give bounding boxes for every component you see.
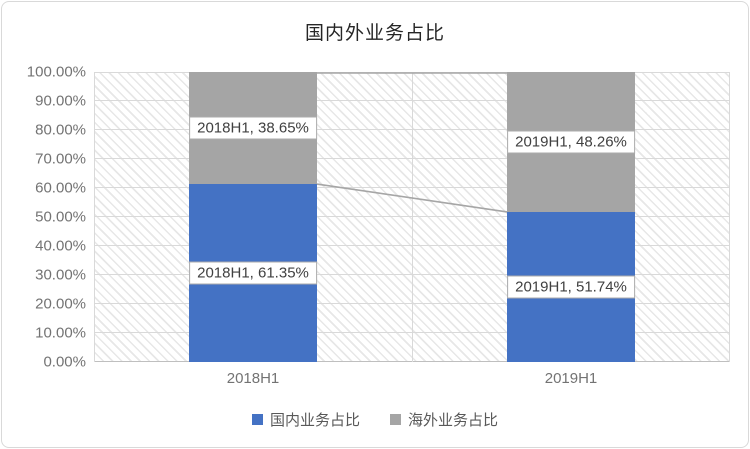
y-axis-tick-label: 40.00%: [35, 237, 86, 255]
data-label-domestic-2018h1: 2018H1, 61.35%: [189, 261, 317, 285]
y-axis-tick-label: 90.00%: [35, 92, 86, 110]
y-axis-tick-label: 100.00%: [26, 63, 86, 81]
data-label-domestic-2019h1: 2019H1, 51.74%: [507, 275, 635, 299]
legend-label: 国内业务占比: [269, 412, 360, 429]
legend-swatch-icon: [390, 414, 401, 425]
y-axis-tick-label: 70.00%: [35, 150, 86, 168]
y-axis-tick-label: 10.00%: [35, 324, 86, 342]
data-label-overseas-2018h1: 2018H1, 38.65%: [189, 116, 317, 140]
vertical-gridline: [729, 72, 730, 362]
legend-label: 海外业务占比: [408, 412, 499, 429]
y-axis-tick-label: 60.00%: [35, 179, 86, 197]
x-axis: 2018H1 2019H1: [94, 370, 730, 390]
x-axis-tick-label: 2019H1: [544, 370, 598, 387]
series-line: [316, 183, 508, 213]
legend: 国内业务占比 海外业务占比: [2, 409, 748, 430]
y-axis-tick-label: 50.00%: [35, 208, 86, 226]
vertical-gridline: [94, 72, 95, 362]
data-label-overseas-2019h1: 2019H1, 48.26%: [507, 130, 635, 154]
y-axis-tick-label: 30.00%: [35, 266, 86, 284]
legend-item-domestic[interactable]: 国内业务占比: [251, 409, 360, 430]
vertical-gridline: [411, 72, 413, 362]
series-connector-lines: [316, 72, 508, 213]
legend-item-overseas[interactable]: 海外业务占比: [390, 409, 498, 430]
chart-title: 国内外业务占比: [304, 23, 445, 44]
legend-swatch-icon: [251, 414, 263, 425]
y-axis: 0.00% 10.00% 20.00% 30.00% 40.00% 50.00% 60.00…: [2, 64, 86, 371]
x-axis-tick-label: 2018H1: [226, 370, 280, 387]
y-axis-tick-label: 20.00%: [35, 295, 86, 313]
y-axis-tick-label: 0.00%: [43, 353, 86, 371]
plot-area: 2018H1, 61.35% 2018H1, 38.65% 2019H1, 51.7…: [94, 72, 730, 362]
y-axis-tick-label: 80.00%: [35, 121, 86, 139]
